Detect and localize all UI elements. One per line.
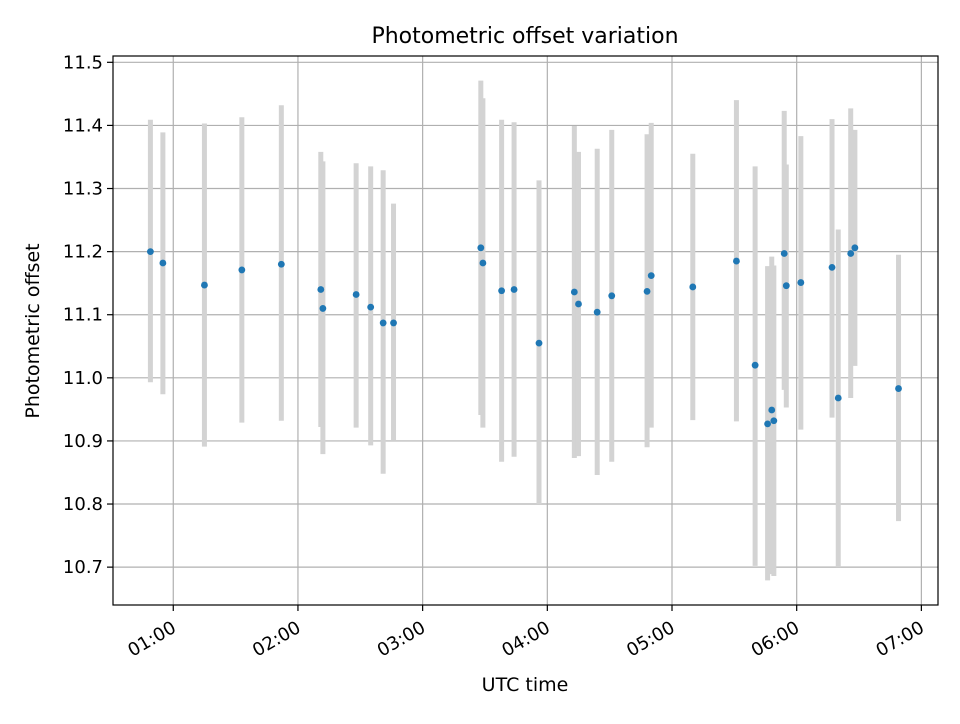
data-point	[608, 292, 616, 300]
data-point	[768, 406, 776, 414]
y-tick-label: 11.3	[63, 179, 103, 200]
data-point	[780, 250, 788, 257]
data-point	[593, 308, 601, 316]
data-point	[851, 244, 859, 252]
y-tick-label: 11.2	[63, 242, 103, 263]
data-point	[895, 385, 902, 392]
y-tick-label: 10.9	[63, 431, 103, 452]
data-point	[782, 282, 790, 290]
data-point	[147, 248, 154, 256]
plot-area-frame	[112, 55, 939, 606]
y-tick-label: 10.7	[63, 557, 103, 578]
data-point	[367, 303, 375, 311]
data-point	[647, 272, 655, 279]
y-axis-label: Photometric offset	[22, 243, 44, 418]
data-point	[797, 279, 805, 286]
data-point	[643, 287, 651, 295]
data-point	[390, 319, 397, 327]
data-point	[201, 281, 208, 289]
y-tick-label: 11.0	[63, 368, 103, 389]
y-tick-label: 11.1	[63, 305, 103, 326]
x-axis-label: UTC time	[482, 674, 569, 696]
data-point	[477, 244, 485, 252]
data-point	[770, 417, 778, 425]
data-point	[352, 291, 360, 298]
data-point	[317, 286, 325, 293]
data-point	[379, 319, 387, 327]
data-point	[764, 420, 771, 428]
data-point	[238, 266, 246, 274]
data-point	[689, 283, 697, 291]
chart-title: Photometric offset variation	[371, 24, 678, 49]
data-point	[277, 260, 285, 268]
data-point	[535, 339, 543, 347]
data-point	[828, 263, 836, 271]
data-point	[319, 305, 327, 312]
y-tick-label: 11.5	[63, 52, 103, 73]
data-point	[847, 250, 855, 257]
data-point	[570, 288, 578, 296]
data-point	[575, 300, 582, 308]
y-tick-label: 11.4	[63, 115, 103, 136]
data-point	[510, 286, 518, 293]
data-point	[159, 259, 167, 267]
data-point	[751, 361, 759, 369]
data-point	[834, 394, 842, 402]
y-tick-label: 10.8	[63, 494, 103, 515]
data-point	[733, 257, 740, 265]
data-point	[498, 287, 506, 295]
data-points	[147, 244, 902, 428]
data-point	[479, 259, 487, 267]
